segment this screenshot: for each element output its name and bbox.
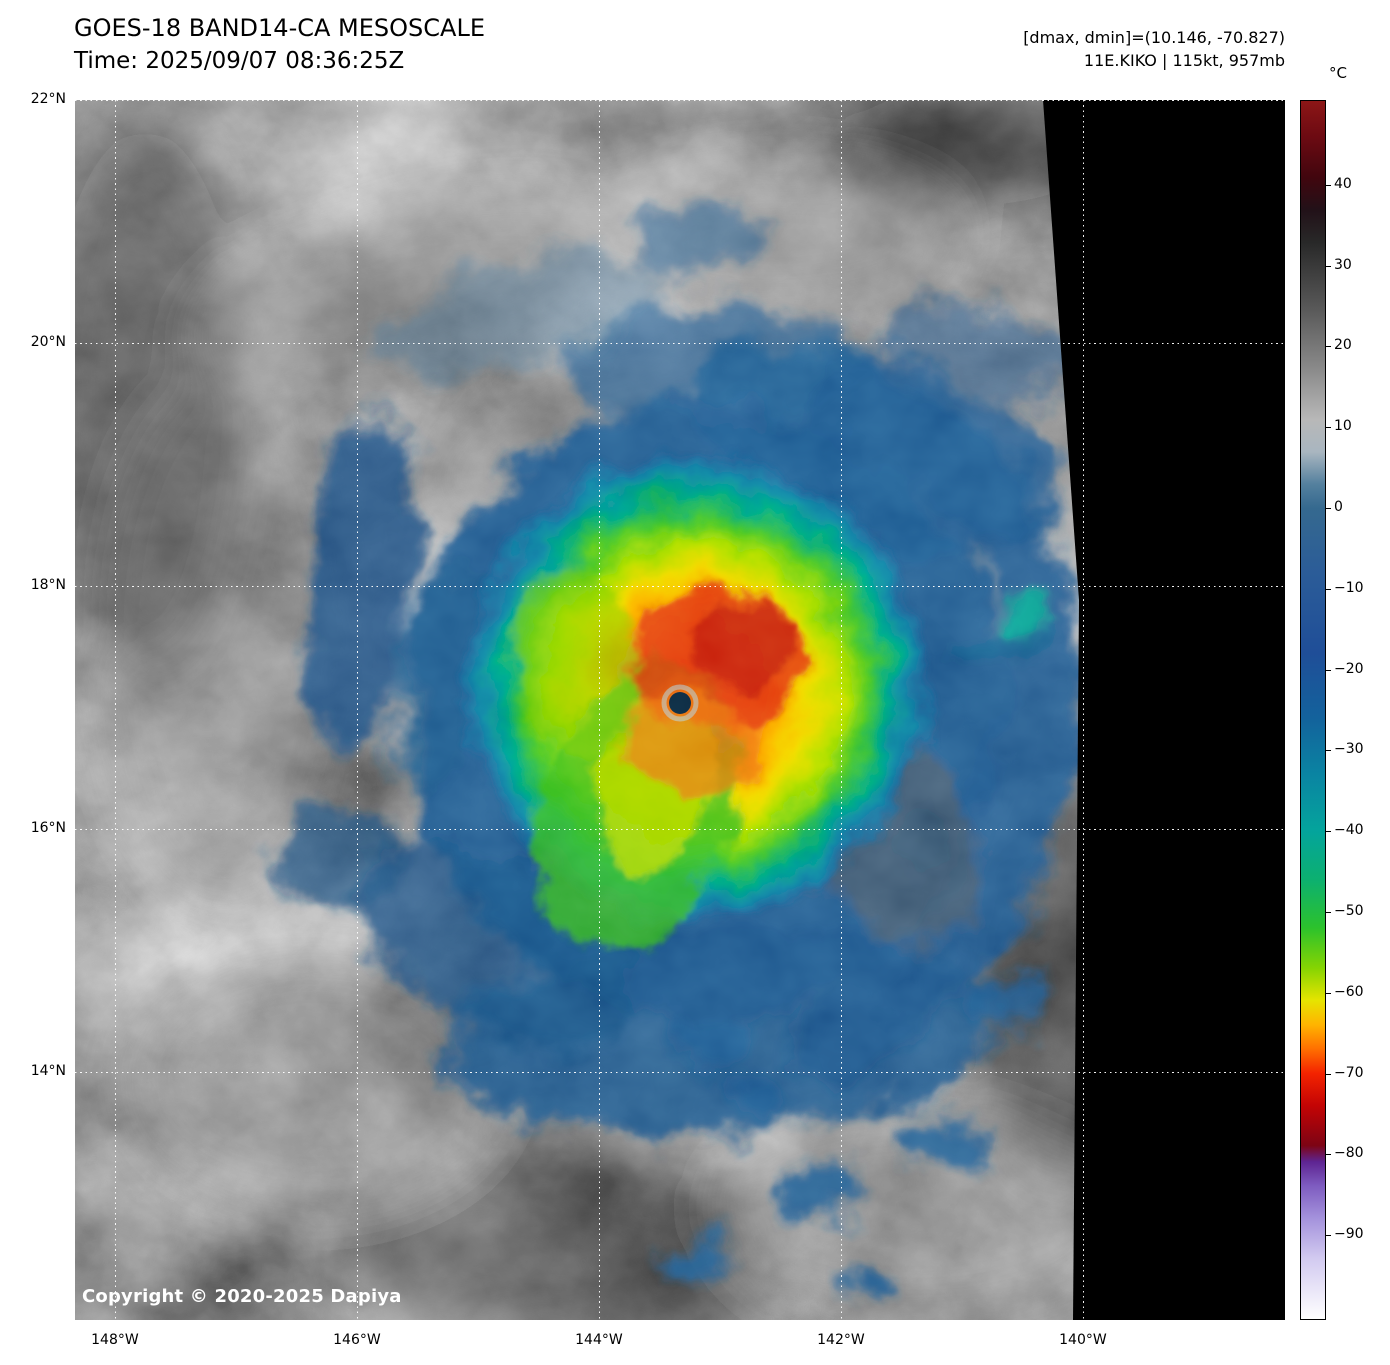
colorbar-tick-label: −60 bbox=[1334, 983, 1364, 1000]
colorbar-tick-label: 40 bbox=[1334, 175, 1352, 192]
dmax-dmin-readout: [dmax, dmin]=(10.146, -70.827) bbox=[1023, 28, 1285, 47]
lon-tick-label: 146°W bbox=[333, 1332, 381, 1348]
figure-time: Time: 2025/09/07 08:36:25Z bbox=[74, 48, 405, 74]
colorbar-tick-label: −50 bbox=[1334, 902, 1364, 919]
colorbar-tick-mark bbox=[1326, 911, 1331, 913]
colorbar-tick-label: 20 bbox=[1334, 337, 1352, 354]
copyright-watermark: Copyright © 2020-2025 Dapiya bbox=[82, 1286, 402, 1307]
colorbar-tick-mark bbox=[1326, 1073, 1331, 1075]
lat-tick-label: 22°N bbox=[30, 91, 66, 107]
colorbar-tick-label: −30 bbox=[1334, 741, 1364, 758]
lat-tick-label: 18°N bbox=[30, 577, 66, 594]
lon-tick-label: 144°W bbox=[575, 1332, 623, 1348]
colorbar-tick-label: −90 bbox=[1334, 1226, 1364, 1243]
colorbar-tick-mark bbox=[1326, 669, 1331, 671]
lon-tick-label: 148°W bbox=[91, 1332, 139, 1348]
storm-readout: 11E.KIKO | 115kt, 957mb bbox=[1083, 51, 1285, 70]
header-right: [dmax, dmin]=(10.146, -70.827) 11E.KIKO … bbox=[1023, 26, 1285, 72]
colorbar-tick-label: −10 bbox=[1334, 579, 1364, 596]
colorbar-tick-mark bbox=[1326, 508, 1331, 509]
cloud-field bbox=[75, 100, 1079, 1320]
colorbar-tick-label: 10 bbox=[1334, 418, 1352, 435]
lon-tick-label: 142°W bbox=[817, 1332, 865, 1348]
colorbar-tick-label: −70 bbox=[1334, 1064, 1364, 1081]
colorbar-tick-mark bbox=[1326, 265, 1331, 267]
title-block: GOES-18 BAND14-CA MESOSCALE Time: 2025/0… bbox=[74, 14, 485, 74]
colorbar-tick-mark bbox=[1326, 427, 1331, 429]
colorbar-tick-mark bbox=[1326, 588, 1331, 590]
lat-tick-label: 20°N bbox=[30, 334, 66, 351]
colorbar-tick-mark bbox=[1326, 992, 1331, 994]
colorbar-tick-label: −20 bbox=[1334, 660, 1364, 677]
lat-tick-label: 14°N bbox=[30, 1063, 66, 1080]
colorbar-tick-mark bbox=[1326, 346, 1331, 348]
colorbar-tick-mark bbox=[1326, 184, 1331, 186]
colorbar-tick-mark bbox=[1326, 750, 1331, 752]
colorbar-tick-mark bbox=[1326, 1154, 1331, 1156]
lon-tick-label: 140°W bbox=[1059, 1332, 1107, 1348]
figure-title: GOES-18 BAND14-CA MESOSCALE bbox=[74, 14, 485, 42]
colorbar-gradient bbox=[1300, 100, 1326, 1320]
satellite-plot: Copyright © 2020-2025 Dapiya bbox=[75, 100, 1285, 1320]
colorbar-tick-mark bbox=[1326, 831, 1331, 833]
colorbar-tick-label: 30 bbox=[1334, 256, 1352, 273]
satellite-image bbox=[75, 100, 1285, 1320]
colorbar-tick-label: −80 bbox=[1334, 1145, 1364, 1162]
lat-tick-label: 16°N bbox=[30, 820, 66, 837]
colorbar-tick-mark bbox=[1326, 1235, 1331, 1237]
colorbar-tick-label: −40 bbox=[1334, 822, 1364, 839]
colorbar-tick-label: 0 bbox=[1334, 499, 1343, 515]
colorbar-unit-label: °C bbox=[1329, 64, 1347, 82]
